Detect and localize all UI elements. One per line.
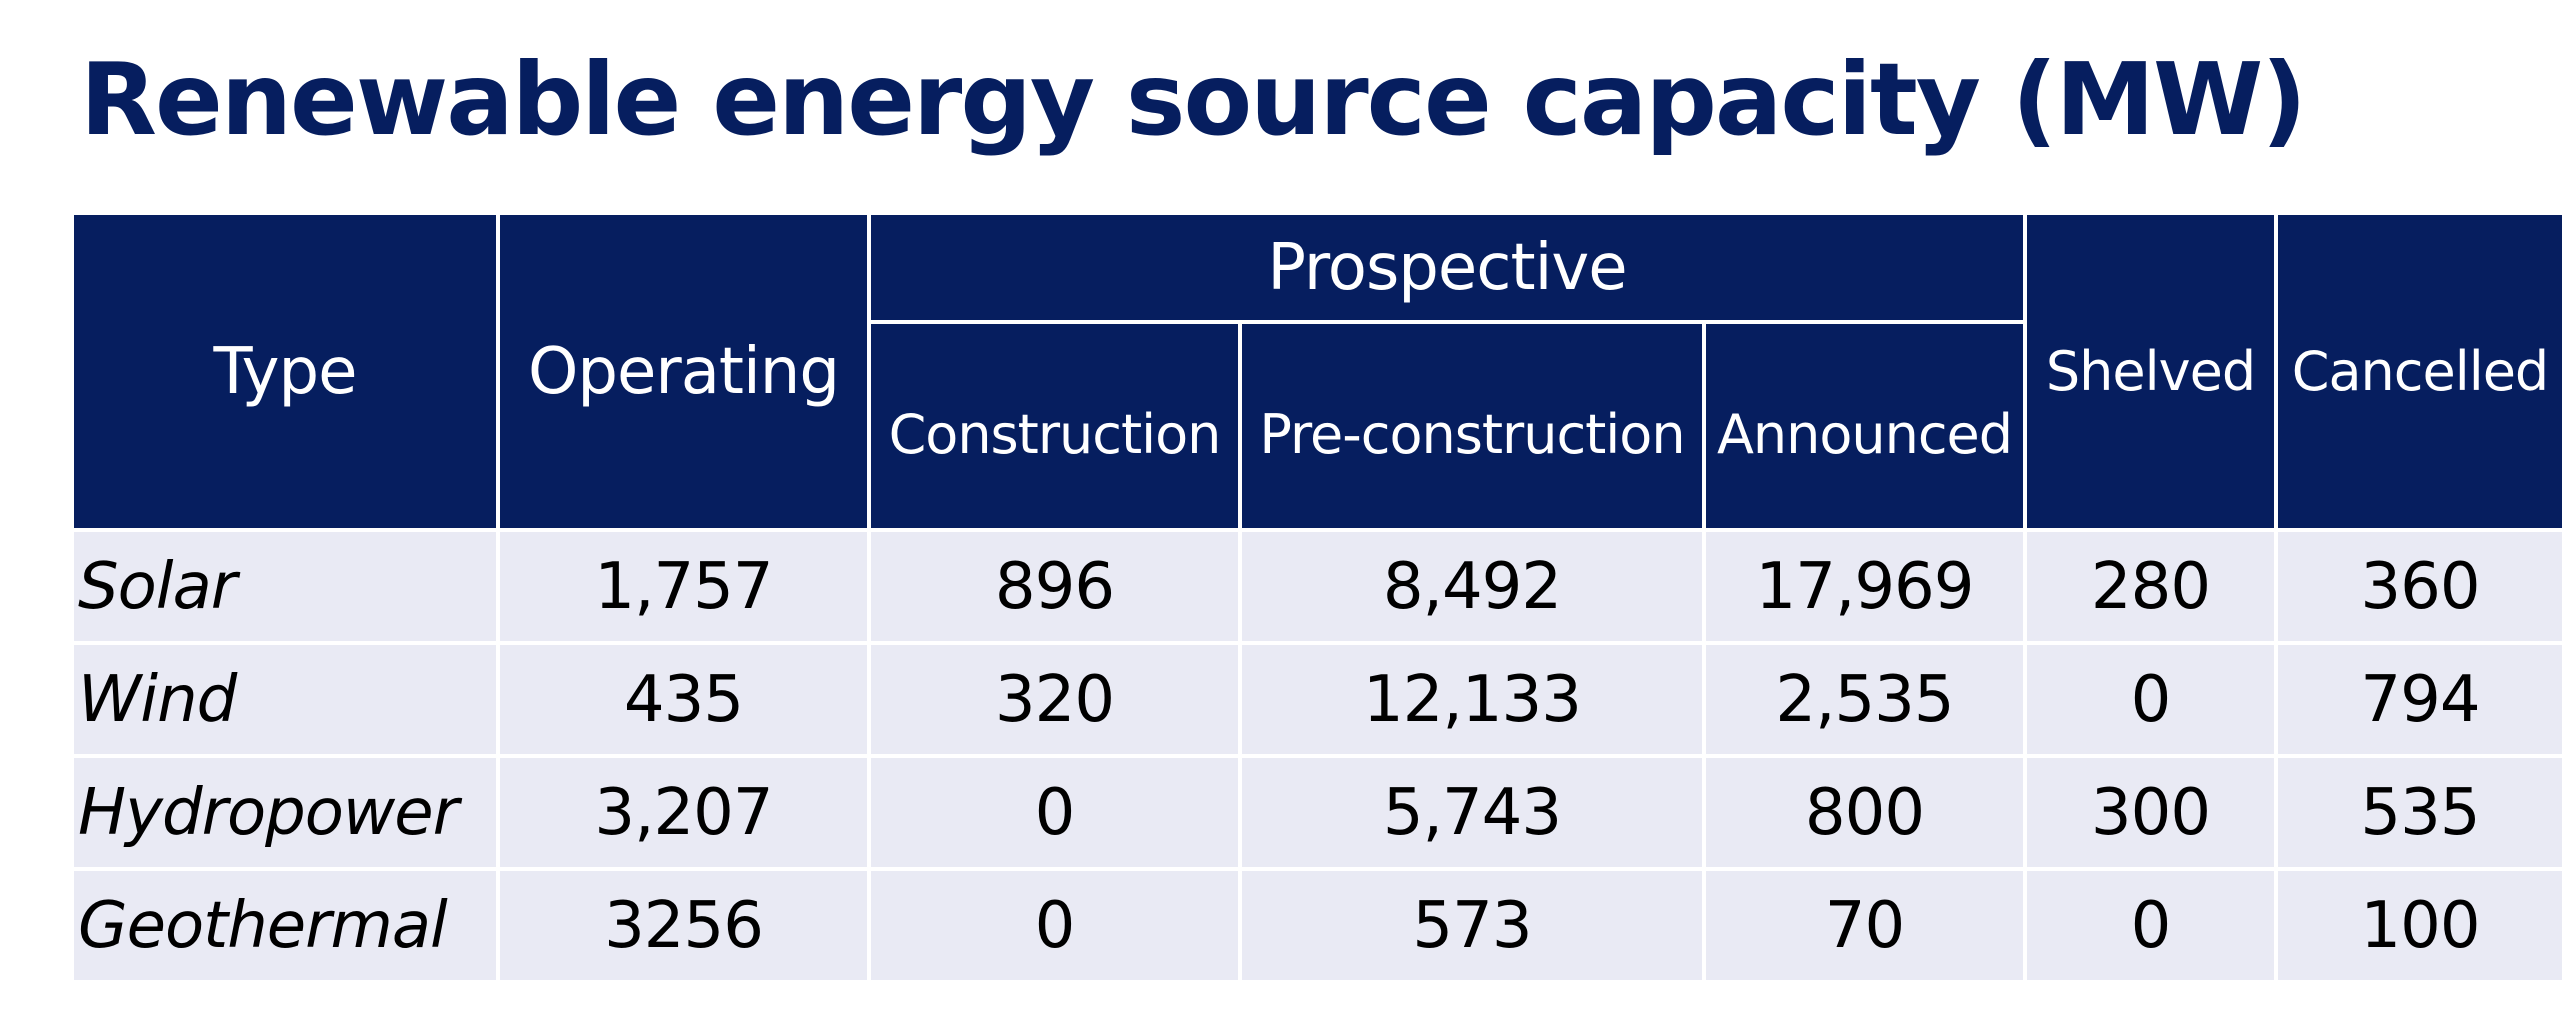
header-prospective: Prospective [867, 211, 2027, 324]
table-row: Geothermal 3256 0 573 70 0 100 [70, 867, 2562, 984]
cell-announced: 17,969 [1702, 528, 2027, 645]
cell-pre-construction: 8,492 [1238, 528, 1706, 645]
header-cancelled: Cancelled [2274, 211, 2562, 532]
cell-operating: 435 [496, 641, 871, 758]
capacity-table: Type Operating Prospective Shelved Cance… [70, 211, 2562, 984]
header-pre-construction: Pre-construction [1238, 320, 1706, 532]
cell-pre-construction: 5,743 [1238, 754, 1706, 871]
cell-construction: 0 [867, 754, 1242, 871]
table-row: Hydropower 3,207 0 5,743 800 300 535 [70, 754, 2562, 871]
header-row-sub: Construction Pre-construction Announced [72, 320, 2562, 532]
cell-announced: 800 [1702, 754, 2027, 871]
table-row: Solar 1,757 896 8,492 17,969 280 360 [70, 528, 2562, 645]
cell-operating: 3256 [496, 867, 871, 984]
cell-type: Solar [70, 528, 500, 645]
cell-type: Hydropower [70, 754, 500, 871]
cell-shelved: 300 [2023, 754, 2278, 871]
cell-shelved: 0 [2023, 641, 2278, 758]
page-title: Renewable energy source capacity (MW) [80, 41, 2307, 158]
cell-pre-construction: 573 [1238, 867, 1706, 984]
header-type: Type [70, 211, 500, 532]
header-row-top: Type Operating Prospective Shelved Cance… [70, 211, 2562, 532]
header-operating: Operating [496, 211, 871, 532]
cell-cancelled: 360 [2274, 528, 2562, 645]
cell-announced: 2,535 [1702, 641, 2027, 758]
cell-type: Wind [70, 641, 500, 758]
cell-shelved: 0 [2023, 867, 2278, 984]
cell-cancelled: 535 [2274, 754, 2562, 871]
cell-announced: 70 [1702, 867, 2027, 984]
cell-cancelled: 100 [2274, 867, 2562, 984]
cell-shelved: 280 [2023, 528, 2278, 645]
cell-construction: 320 [867, 641, 1242, 758]
cell-type: Geothermal [70, 867, 500, 984]
cell-construction: 0 [867, 867, 1242, 984]
cell-construction: 896 [867, 528, 1242, 645]
cell-operating: 3,207 [496, 754, 871, 871]
table-row: Wind 435 320 12,133 2,535 0 794 [70, 641, 2562, 758]
cell-cancelled: 794 [2274, 641, 2562, 758]
cell-operating: 1,757 [496, 528, 871, 645]
cell-pre-construction: 12,133 [1238, 641, 1706, 758]
header-shelved: Shelved [2023, 211, 2278, 532]
header-announced: Announced [1702, 320, 2027, 532]
header-construction: Construction [867, 320, 1242, 532]
